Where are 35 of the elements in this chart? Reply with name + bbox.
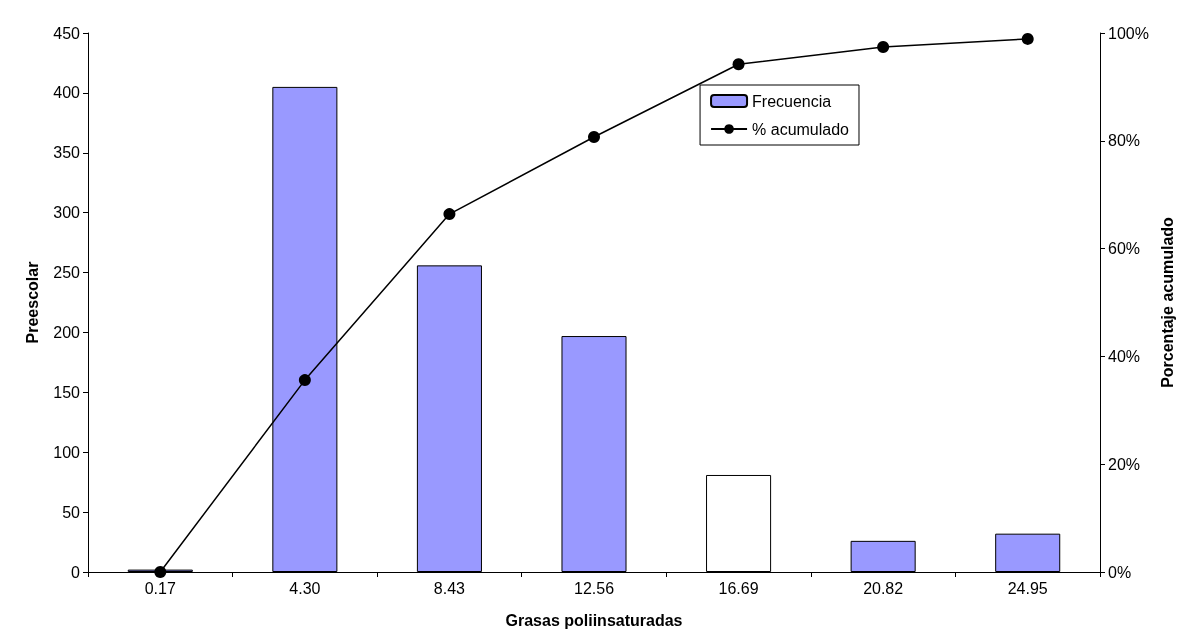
y2-tick-label: 0% [1108, 563, 1132, 581]
x-tick-label: 8.43 [433, 579, 466, 597]
x-tick-label: 4.30 [289, 579, 321, 597]
x-tick-label: 16.69 [718, 579, 759, 597]
point [443, 208, 456, 221]
point [588, 131, 600, 144]
y-tick-label: 100 [53, 443, 81, 461]
point [1021, 32, 1034, 45]
x-tick-label: 0.17 [144, 579, 176, 597]
x-tick-label: 12.56 [573, 579, 615, 597]
legend-label: % acumulado [752, 120, 850, 138]
point [732, 58, 745, 71]
y-tick-label: 50 [62, 503, 81, 521]
point [154, 566, 167, 578]
point [298, 374, 311, 387]
x-tick-label: 24.95 [1007, 579, 1048, 597]
x-tick-label: 20.82 [863, 579, 904, 597]
legend-label: Frecuencia [752, 92, 832, 110]
y2-axis-title: Porcentaje acumulado [1159, 216, 1177, 388]
y-tick-label: 250 [53, 264, 81, 282]
y-tick-label: 400 [53, 84, 81, 102]
y-tick-label: 150 [53, 383, 81, 401]
y2-tick-label: 40% [1108, 347, 1141, 365]
y2-tick-label: 60% [1108, 240, 1141, 258]
y-tick-label: 450 [53, 24, 81, 42]
y2-tick-label: 20% [1108, 455, 1141, 473]
y2-tick-label: 80% [1108, 132, 1141, 150]
y-axis-title: Preescolar [23, 261, 41, 344]
y-tick-label: 350 [53, 144, 81, 162]
y-tick-label: 0 [71, 563, 81, 581]
y-tick-label: 200 [53, 323, 81, 341]
y2-tick-label: 100% [1108, 24, 1149, 42]
y-tick-label: 300 [53, 204, 81, 222]
point [877, 41, 890, 54]
x-axis-title: Grasas poliinsaturadas [505, 611, 683, 629]
